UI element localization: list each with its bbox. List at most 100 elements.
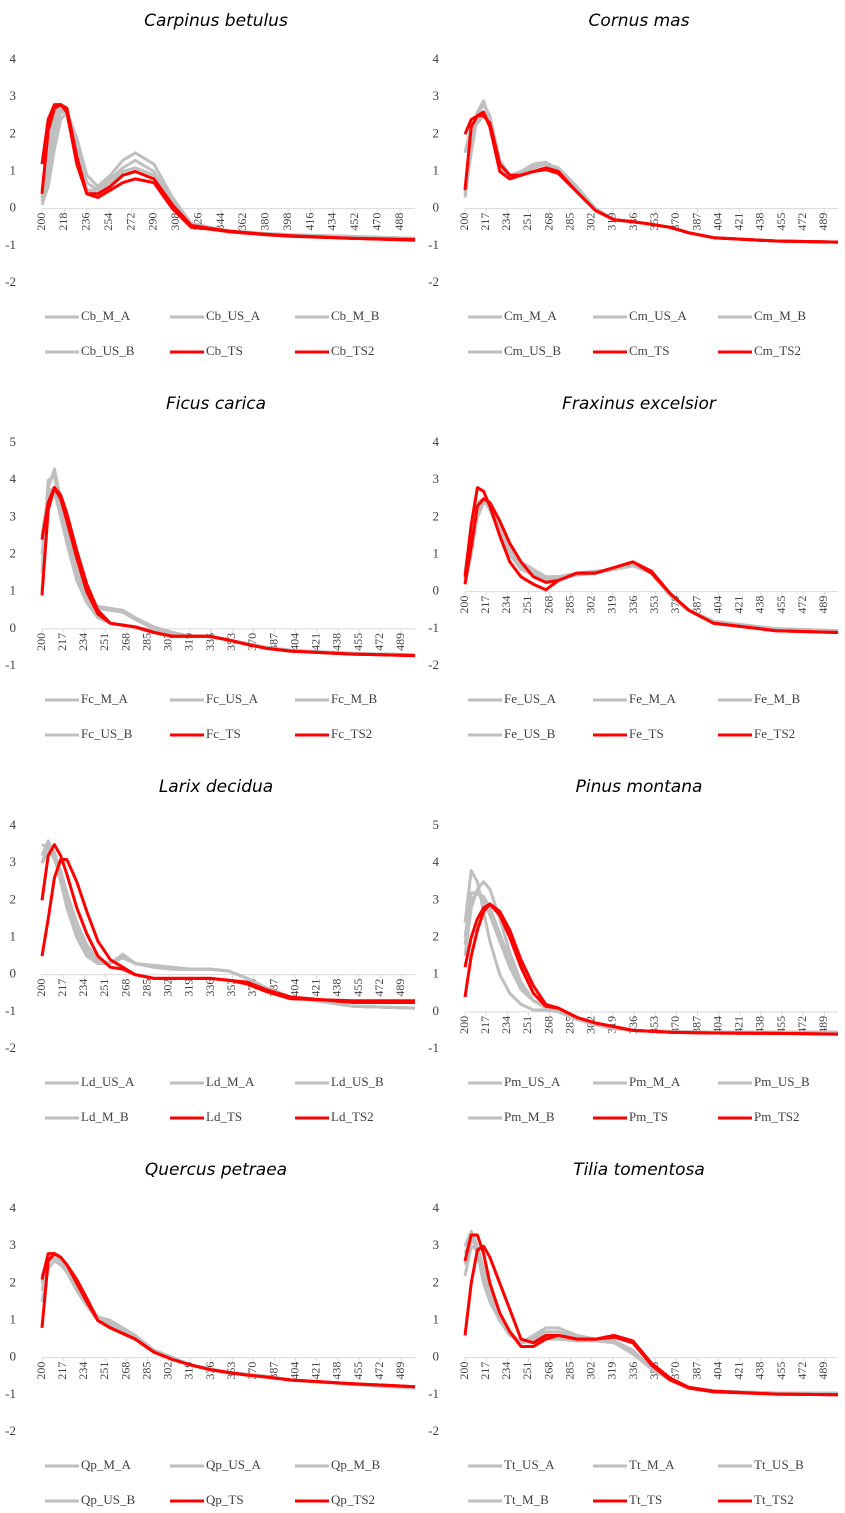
x-tick-label: 452 bbox=[347, 213, 361, 231]
x-tick-label: 285 bbox=[139, 1362, 153, 1380]
x-tick-label: 268 bbox=[541, 1016, 555, 1034]
x-tick-label: 421 bbox=[309, 979, 323, 997]
x-tick-label: 455 bbox=[351, 1362, 365, 1380]
x-tick-label: 285 bbox=[139, 979, 153, 997]
x-tick-label: 438 bbox=[753, 213, 767, 231]
x-tick-label: 268 bbox=[118, 979, 132, 997]
x-tick-label: 251 bbox=[520, 1016, 534, 1034]
legend-label: Ld_US_B bbox=[331, 1074, 384, 1089]
legend-label: Pm_TS2 bbox=[754, 1109, 800, 1124]
y-tick-label: 4 bbox=[433, 854, 440, 869]
y-tick-label: -1 bbox=[428, 620, 439, 635]
legend-label: Fe_TS bbox=[629, 726, 664, 741]
series-line bbox=[463, 869, 838, 1034]
legend-label: Cm_M_A bbox=[504, 308, 557, 323]
x-tick-label: 353 bbox=[224, 1362, 238, 1380]
legend-label: Tt_US_A bbox=[504, 1457, 555, 1472]
legend-label: Cb_TS bbox=[206, 343, 243, 358]
x-tick-label: 489 bbox=[816, 213, 830, 231]
chart-title: Tilia tomentosa bbox=[573, 1160, 705, 1180]
x-tick-label: 217 bbox=[478, 596, 492, 614]
y-tick-label: 2 bbox=[433, 508, 440, 523]
legend-label: Pm_M_A bbox=[629, 1074, 681, 1089]
chart-title: Pinus montana bbox=[576, 777, 703, 797]
legend-label: Cb_M_B bbox=[331, 308, 380, 323]
y-tick-label: 5 bbox=[10, 434, 17, 449]
x-tick-label: 268 bbox=[118, 633, 132, 651]
series-line bbox=[40, 475, 416, 657]
x-tick-label: 272 bbox=[123, 213, 137, 231]
y-tick-label: 2 bbox=[10, 1274, 17, 1289]
chart-panel: Carpinus betulus -2 -1 0 1 2 3 4 200 218 236 254 272… bbox=[5, 11, 416, 358]
y-tick-label: -2 bbox=[5, 274, 16, 289]
x-tick-label: 217 bbox=[478, 1016, 492, 1034]
x-tick-label: 234 bbox=[499, 596, 513, 614]
x-tick-label: 236 bbox=[79, 213, 93, 231]
x-tick-label: 489 bbox=[816, 596, 830, 614]
legend-label: Qp_US_A bbox=[206, 1457, 262, 1472]
legend-label: Fe_US_B bbox=[504, 726, 556, 741]
legend-label: Cb_M_A bbox=[81, 308, 131, 323]
x-tick-label: 353 bbox=[647, 596, 661, 614]
x-tick-label: 319 bbox=[182, 979, 196, 997]
legend-label: Pm_US_A bbox=[504, 1074, 561, 1089]
y-tick-label: 4 bbox=[10, 1200, 17, 1215]
x-tick-label: 472 bbox=[795, 1016, 809, 1034]
x-tick-label: 489 bbox=[393, 1362, 407, 1380]
legend-label: Pm_US_B bbox=[754, 1074, 810, 1089]
x-tick-label: 455 bbox=[774, 596, 788, 614]
y-tick-label: -1 bbox=[5, 657, 16, 672]
x-tick-label: 472 bbox=[372, 633, 386, 651]
x-tick-label: 387 bbox=[266, 1362, 280, 1380]
x-tick-label: 387 bbox=[689, 1016, 703, 1034]
x-tick-label: 434 bbox=[325, 213, 339, 231]
x-tick-label: 362 bbox=[235, 213, 249, 231]
x-tick-label: 319 bbox=[605, 1362, 619, 1380]
y-tick-label: 3 bbox=[10, 854, 17, 869]
y-tick-label: -1 bbox=[5, 1386, 16, 1401]
legend-label: Fc_TS2 bbox=[331, 726, 372, 741]
legend-label: Pm_M_B bbox=[504, 1109, 555, 1124]
y-tick-label: -1 bbox=[428, 237, 439, 252]
legend-label: Ld_M_A bbox=[206, 1074, 255, 1089]
chart-title: Larix decidua bbox=[159, 777, 273, 797]
x-tick-label: 438 bbox=[753, 1362, 767, 1380]
series-line bbox=[463, 902, 839, 1036]
x-tick-label: 200 bbox=[34, 633, 48, 651]
x-tick-label: 302 bbox=[584, 596, 598, 614]
x-tick-label: 438 bbox=[330, 979, 344, 997]
y-tick-label: 4 bbox=[433, 434, 440, 449]
legend-label: Cb_TS2 bbox=[331, 343, 374, 358]
y-tick-label: -2 bbox=[428, 657, 439, 672]
x-tick-label: 387 bbox=[689, 596, 703, 614]
x-tick-label: 438 bbox=[753, 596, 767, 614]
y-tick-label: -2 bbox=[5, 1040, 16, 1055]
legend-label: Cm_M_B bbox=[754, 308, 806, 323]
legend-label: Qp_TS bbox=[206, 1492, 244, 1507]
y-tick-label: 3 bbox=[10, 508, 17, 523]
legend-label: Cm_US_A bbox=[629, 308, 687, 323]
chart-title: Fraxinus excelsior bbox=[562, 394, 717, 414]
x-tick-label: 421 bbox=[309, 1362, 323, 1380]
x-tick-label: 290 bbox=[146, 213, 160, 231]
x-tick-label: 370 bbox=[668, 213, 682, 231]
legend-label: Ld_TS2 bbox=[331, 1109, 374, 1124]
legend-label: Ld_US_A bbox=[81, 1074, 135, 1089]
x-tick-label: 234 bbox=[499, 1016, 513, 1034]
x-tick-label: 285 bbox=[139, 633, 153, 651]
series-line bbox=[40, 486, 416, 658]
x-tick-label: 200 bbox=[457, 596, 471, 614]
y-tick-label: -1 bbox=[428, 1386, 439, 1401]
x-tick-label: 251 bbox=[520, 596, 534, 614]
legend-label: Qp_M_B bbox=[331, 1457, 380, 1472]
x-tick-label: 218 bbox=[56, 213, 70, 231]
y-tick-label: 3 bbox=[10, 1237, 17, 1252]
chart-title: Quercus petraea bbox=[145, 1160, 287, 1180]
y-tick-label: 2 bbox=[433, 1274, 440, 1289]
x-tick-label: 489 bbox=[816, 1016, 830, 1034]
x-tick-label: 200 bbox=[457, 1362, 471, 1380]
x-tick-label: 234 bbox=[76, 979, 90, 997]
